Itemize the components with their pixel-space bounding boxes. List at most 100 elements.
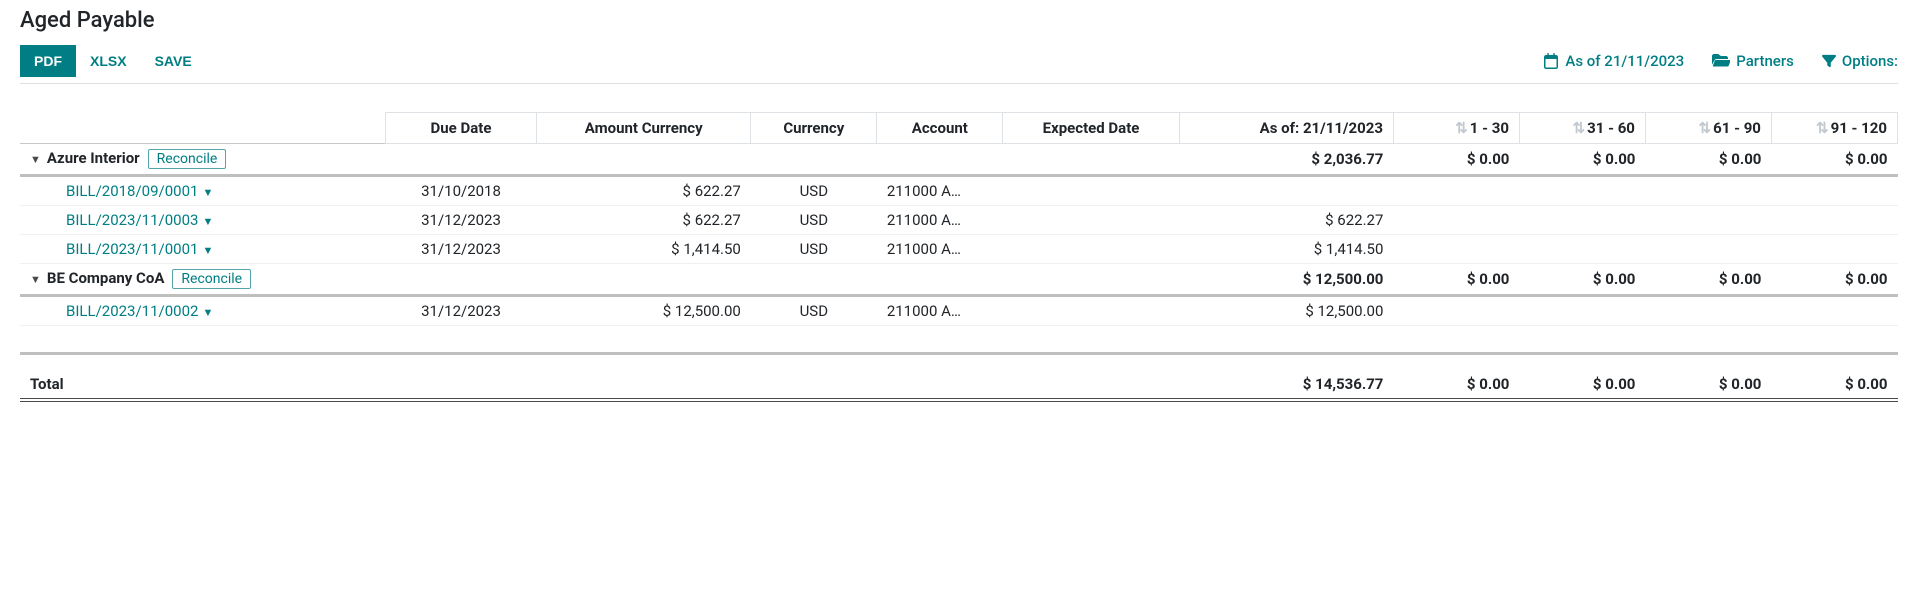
col-bucket-3[interactable]: ⇅61 - 90 bbox=[1645, 113, 1771, 144]
group-name-cell: ▼ BE Company CoA Reconcile bbox=[20, 264, 385, 296]
group-b2: $ 0.00 bbox=[1519, 144, 1645, 176]
line-b4 bbox=[1771, 296, 1897, 326]
aged-payable-table: Due Date Amount Currency Currency Accoun… bbox=[20, 112, 1898, 402]
as-of-date-label: As of 21/11/2023 bbox=[1565, 52, 1684, 70]
col-bucket-1-label: 1 - 30 bbox=[1470, 119, 1509, 137]
line-row: BILL/2023/11/0003▼31/12/2023$ 622.27USD2… bbox=[20, 206, 1898, 235]
total-b2: $ 0.00 bbox=[1519, 354, 1645, 401]
col-expected-date[interactable]: Expected Date bbox=[1003, 113, 1179, 144]
cell bbox=[877, 264, 1003, 296]
xlsx-button[interactable]: XLSX bbox=[76, 45, 141, 77]
options-filter[interactable]: Options: bbox=[1822, 52, 1898, 70]
cell bbox=[385, 354, 536, 401]
line-b1 bbox=[1393, 206, 1519, 235]
line-b3 bbox=[1645, 176, 1771, 206]
caret-down-icon[interactable]: ▼ bbox=[30, 273, 41, 286]
total-row: Total$ 14,536.77$ 0.00$ 0.00$ 0.00$ 0.00 bbox=[20, 354, 1898, 401]
caret-down-icon[interactable]: ▼ bbox=[202, 244, 213, 257]
folder-open-icon bbox=[1712, 53, 1730, 69]
line-due: 31/12/2023 bbox=[385, 206, 536, 235]
pdf-button[interactable]: PDF bbox=[20, 45, 76, 77]
cell bbox=[1003, 354, 1179, 401]
total-label: Total bbox=[20, 354, 385, 401]
group-row: ▼ BE Company CoA Reconcile $ 12,500.00 $ 0.0… bbox=[20, 264, 1898, 296]
caret-down-icon[interactable]: ▼ bbox=[202, 186, 213, 199]
line-b1 bbox=[1393, 235, 1519, 264]
cell bbox=[751, 264, 877, 296]
line-currency: USD bbox=[751, 235, 877, 264]
line-ref-cell: BILL/2023/11/0003 ▼ bbox=[20, 206, 385, 235]
partners-filter[interactable]: Partners bbox=[1712, 52, 1794, 70]
line-asof: $ 1,414.50 bbox=[1179, 235, 1393, 264]
cell bbox=[877, 144, 1003, 176]
line-b4 bbox=[1771, 235, 1897, 264]
col-bucket-3-label: 61 - 90 bbox=[1713, 119, 1761, 137]
line-due: 31/10/2018 bbox=[385, 176, 536, 206]
col-name bbox=[20, 113, 385, 144]
line-currency: USD bbox=[751, 296, 877, 326]
caret-down-icon[interactable]: ▼ bbox=[30, 153, 41, 166]
cell bbox=[537, 264, 751, 296]
save-button[interactable]: SAVE bbox=[141, 45, 206, 77]
reconcile-button[interactable]: Reconcile bbox=[172, 269, 251, 289]
line-b4 bbox=[1771, 176, 1897, 206]
page-title: Aged Payable bbox=[20, 8, 1898, 33]
group-name[interactable]: Azure Interior bbox=[47, 149, 140, 167]
col-due-date[interactable]: Due Date bbox=[385, 113, 536, 144]
bill-link[interactable]: BILL/2023/11/0002 bbox=[66, 302, 198, 320]
group-asof: $ 12,500.00 bbox=[1179, 264, 1393, 296]
reconcile-button[interactable]: Reconcile bbox=[148, 149, 227, 169]
col-account[interactable]: Account bbox=[877, 113, 1003, 144]
line-ref-cell: BILL/2018/09/0001 ▼ bbox=[20, 176, 385, 206]
cell bbox=[1003, 264, 1179, 296]
line-row: BILL/2023/11/0002▼31/12/2023$ 12,500.00U… bbox=[20, 296, 1898, 326]
caret-down-icon[interactable]: ▼ bbox=[202, 306, 213, 319]
sort-icon: ⇅ bbox=[1816, 119, 1829, 137]
col-amount-currency[interactable]: Amount Currency bbox=[537, 113, 751, 144]
sort-icon: ⇅ bbox=[1699, 119, 1712, 137]
line-b1 bbox=[1393, 296, 1519, 326]
line-asof: $ 12,500.00 bbox=[1179, 296, 1393, 326]
line-b2 bbox=[1519, 296, 1645, 326]
cell bbox=[751, 354, 877, 401]
line-amount: $ 622.27 bbox=[537, 176, 751, 206]
total-b4: $ 0.00 bbox=[1771, 354, 1897, 401]
line-b1 bbox=[1393, 176, 1519, 206]
col-bucket-1[interactable]: ⇅1 - 30 bbox=[1393, 113, 1519, 144]
line-account: 211000 A… bbox=[877, 206, 1003, 235]
sort-icon: ⇅ bbox=[1573, 119, 1586, 137]
group-name[interactable]: BE Company CoA bbox=[47, 269, 165, 287]
cell bbox=[385, 144, 536, 176]
line-asof bbox=[1179, 176, 1393, 206]
partners-filter-label: Partners bbox=[1736, 52, 1794, 70]
caret-down-icon[interactable]: ▼ bbox=[202, 215, 213, 228]
line-expected bbox=[1003, 206, 1179, 235]
group-b3: $ 0.00 bbox=[1645, 264, 1771, 296]
as-of-date-filter[interactable]: As of 21/11/2023 bbox=[1543, 52, 1684, 70]
group-asof: $ 2,036.77 bbox=[1179, 144, 1393, 176]
col-bucket-4[interactable]: ⇅91 - 120 bbox=[1771, 113, 1897, 144]
sort-icon: ⇅ bbox=[1455, 119, 1468, 137]
bill-link[interactable]: BILL/2018/09/0001 bbox=[66, 182, 198, 200]
line-ref-cell: BILL/2023/11/0001 ▼ bbox=[20, 235, 385, 264]
line-currency: USD bbox=[751, 206, 877, 235]
line-row: BILL/2018/09/0001▼31/10/2018$ 622.27USD2… bbox=[20, 176, 1898, 206]
group-b3: $ 0.00 bbox=[1645, 144, 1771, 176]
col-currency[interactable]: Currency bbox=[751, 113, 877, 144]
line-b2 bbox=[1519, 176, 1645, 206]
bill-link[interactable]: BILL/2023/11/0003 bbox=[66, 211, 198, 229]
line-b3 bbox=[1645, 206, 1771, 235]
line-row: BILL/2023/11/0001▼31/12/2023$ 1,414.50US… bbox=[20, 235, 1898, 264]
options-filter-label: Options: bbox=[1842, 52, 1898, 70]
total-b3: $ 0.00 bbox=[1645, 354, 1771, 401]
cell bbox=[537, 354, 751, 401]
cell bbox=[537, 144, 751, 176]
line-ref-cell: BILL/2023/11/0002 ▼ bbox=[20, 296, 385, 326]
col-as-of[interactable]: As of: 21/11/2023 bbox=[1179, 113, 1393, 144]
toolbar: PDF XLSX SAVE As of 21/11/2023 Partners bbox=[20, 45, 1898, 84]
bill-link[interactable]: BILL/2023/11/0001 bbox=[66, 240, 198, 258]
line-b3 bbox=[1645, 235, 1771, 264]
line-account: 211000 A… bbox=[877, 176, 1003, 206]
line-account: 211000 A… bbox=[877, 235, 1003, 264]
col-bucket-2[interactable]: ⇅31 - 60 bbox=[1519, 113, 1645, 144]
